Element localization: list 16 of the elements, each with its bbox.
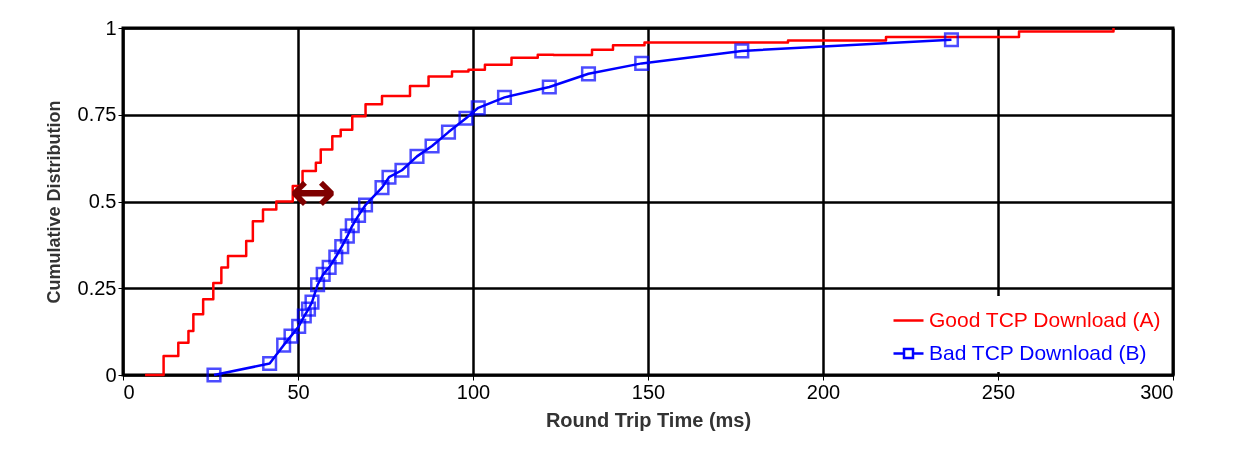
legend-label: Bad TCP Download (B) — [929, 340, 1147, 364]
x-tick-label: 300 — [1140, 380, 1174, 403]
y-axis-title: Cumulative Distribution — [43, 100, 64, 304]
x-tick-label: 250 — [981, 380, 1016, 403]
y-tick-label: 0.75 — [77, 103, 117, 126]
y-tick-label: 0.5 — [88, 190, 117, 212]
x-tick-label: 100 — [456, 380, 491, 403]
y-tick-label: 0.25 — [77, 276, 117, 299]
x-tick-label: 50 — [287, 380, 310, 403]
y-tick-label: 1 — [105, 16, 117, 39]
y-tick-label: 0 — [105, 363, 117, 386]
x-tick-label: 150 — [631, 380, 666, 403]
x-tick-label: 200 — [806, 380, 841, 403]
x-tick-label: 0 — [123, 380, 135, 403]
x-axis-title: Round Trip Time (ms) — [545, 408, 752, 431]
legend-label: Good TCP Download (A) — [929, 307, 1161, 331]
